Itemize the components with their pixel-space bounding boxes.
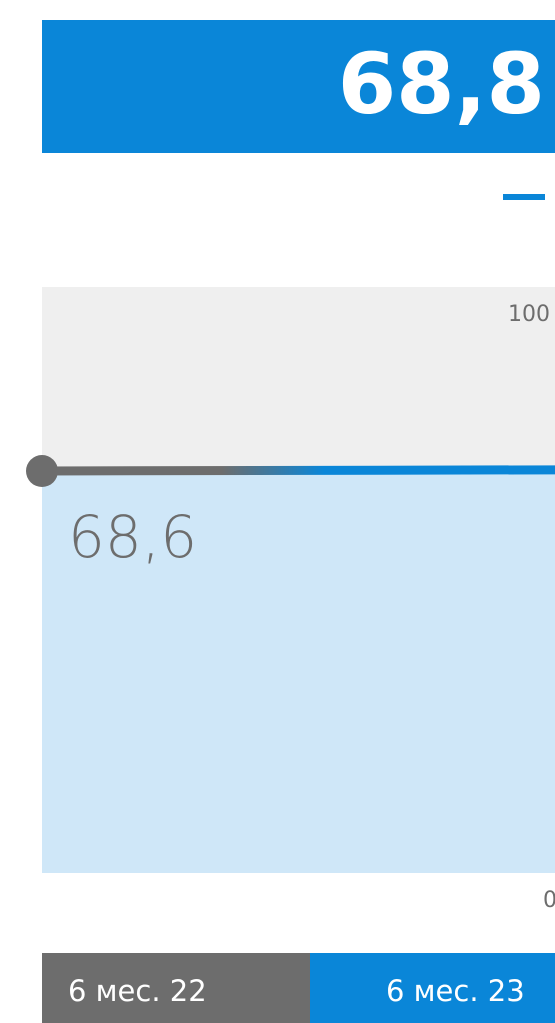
header-value: 68,8 [338,35,545,133]
y-tick-label: 0 [543,888,555,913]
point [26,455,58,488]
area [42,469,555,873]
header-box [42,20,555,153]
line [41,465,555,476]
category-box [310,953,555,1023]
category-box [42,953,310,1023]
x-tick-label: 6 мес. 23 [386,974,525,1008]
dash [503,194,545,200]
value-label: 68,6 [68,503,197,571]
x-tick-label: 6 мес. 22 [68,974,207,1008]
y-tick-label: 100 [508,302,550,327]
